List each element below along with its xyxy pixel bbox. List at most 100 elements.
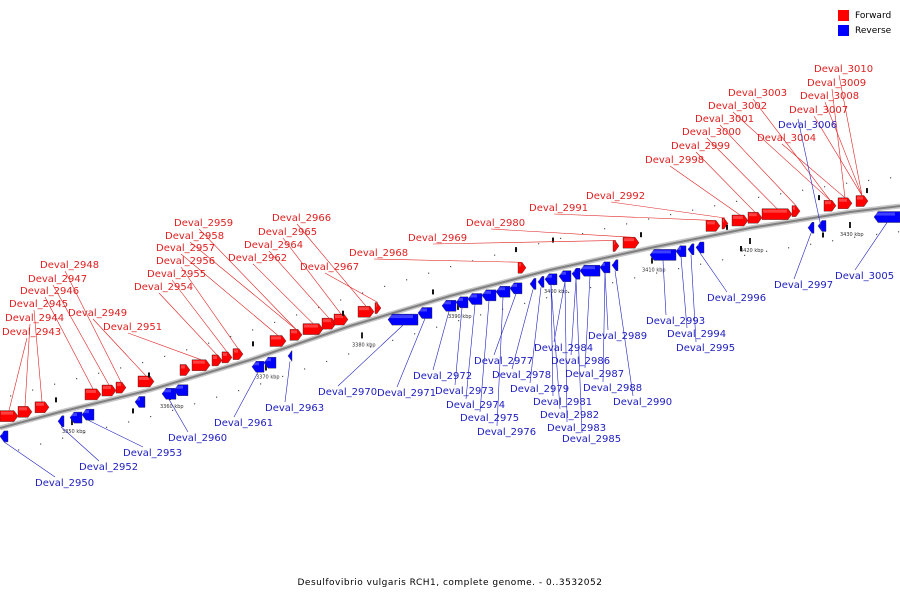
rail-dot — [10, 395, 12, 397]
rail-dot — [612, 282, 614, 284]
gene-highlight — [546, 274, 552, 278]
forward-leader-line — [732, 111, 831, 201]
reverse-gene-label: Deval_2973 — [435, 386, 494, 397]
forward-leader-line — [838, 74, 863, 196]
reverse-gene-label: Deval_2988 — [583, 383, 642, 394]
forward-leader-line — [324, 272, 379, 303]
rail-dot — [348, 353, 350, 355]
rail-mark — [740, 246, 742, 251]
scale-tick-label: 3420 kbp — [740, 248, 764, 254]
gene-highlight — [359, 307, 369, 311]
forward-gene — [837, 197, 853, 209]
rail-dot — [62, 437, 64, 439]
rail-dot — [252, 329, 254, 331]
rail-dot — [700, 263, 702, 265]
forward-gene-label: Deval_2992 — [586, 191, 645, 202]
rail-dot — [546, 297, 548, 299]
reverse-leader-line — [690, 254, 697, 343]
reverse-gene-label: Deval_2987 — [565, 369, 624, 380]
gene-arrow — [675, 245, 687, 257]
reverse-gene — [134, 396, 146, 408]
reverse-leader-line — [479, 300, 490, 413]
reverse-gene — [417, 307, 433, 319]
reverse-gene-label: Deval_2972 — [413, 371, 472, 382]
rail-dot — [524, 302, 526, 305]
reverse-gene — [387, 313, 419, 326]
gene-highlight — [19, 407, 27, 411]
gene-highlight — [531, 279, 532, 283]
forward-gene-label: Deval_2949 — [68, 308, 127, 319]
gene-arrow — [374, 302, 382, 314]
rail-dot — [370, 346, 372, 348]
reverse-gene-label: Deval_2953 — [123, 448, 182, 459]
gene-arrow — [161, 388, 177, 400]
gene-arrow — [495, 286, 511, 298]
gene-highlight — [323, 319, 331, 323]
forward-leader-line — [252, 263, 314, 324]
forward-gene-label: Deval_2968 — [349, 248, 408, 259]
forward-leader-line — [373, 258, 523, 263]
gene-highlight — [376, 303, 377, 307]
forward-gene-label: Deval_2943 — [2, 327, 61, 338]
rail-dot — [106, 426, 108, 428]
rail-dot — [32, 389, 34, 391]
rail-dot — [326, 360, 328, 363]
reverse-leader-line — [529, 287, 542, 384]
gene-highlight — [809, 223, 810, 227]
rail-dot — [626, 223, 628, 225]
forward-gene — [705, 220, 721, 232]
forward-gene — [211, 354, 223, 367]
rail-dot — [780, 193, 782, 195]
backbone-line — [0, 205, 900, 429]
reverse-leader-line — [233, 372, 259, 418]
gene-arrow — [84, 388, 102, 401]
reverse-leader-line — [496, 297, 504, 427]
forward-gene-label: Deval_2965 — [258, 227, 317, 238]
reverse-gene-label: Deval_2974 — [446, 400, 505, 411]
reverse-leader-line — [396, 318, 426, 388]
forward-leader-line — [669, 165, 741, 216]
forward-gene-label: Deval_2980 — [466, 218, 525, 229]
forward-gene — [333, 313, 349, 326]
rail-dot — [238, 390, 240, 392]
reverse-leader-line — [432, 311, 450, 371]
rail-dot — [648, 218, 650, 220]
rail-mark — [252, 341, 254, 347]
reverse-leader-line — [284, 361, 291, 403]
reverse-swatch — [838, 25, 849, 36]
reverse-gene-label: Deval_2995 — [676, 343, 735, 354]
reverse-leader-line — [168, 399, 189, 433]
forward-gene — [269, 335, 287, 347]
reverse-gene — [467, 293, 483, 305]
gene-arrow — [837, 197, 853, 209]
reverse-gene — [287, 349, 293, 363]
gene-highlight — [271, 336, 281, 340]
gene-highlight — [614, 241, 615, 245]
reverse-leader-line — [575, 279, 583, 434]
legend: Forward Reverse — [838, 8, 891, 38]
rail-dot — [384, 285, 386, 287]
gene-arrow — [579, 265, 601, 277]
forward-gene-label: Deval_3000 — [682, 127, 741, 138]
reverse-gene — [0, 430, 9, 443]
reverse-leader-line — [550, 284, 554, 397]
rail-dot — [480, 314, 482, 316]
gene-highlight — [677, 246, 681, 250]
forward-gene-label: Deval_2999 — [671, 141, 730, 152]
forward-leader-line — [831, 88, 846, 198]
rail-dot — [824, 186, 826, 188]
scale-tick-label: 3390 kbp — [448, 314, 472, 320]
gene-arrow — [571, 268, 581, 280]
gene-arrow — [455, 296, 469, 309]
reverse-leader-line — [793, 233, 812, 280]
forward-gene-label: Deval_2956 — [156, 256, 215, 267]
gene-highlight — [581, 266, 595, 270]
forward-gene — [374, 302, 382, 314]
rail-dot — [560, 237, 562, 239]
rail-dot — [98, 372, 100, 374]
rail-dot — [714, 205, 716, 207]
reverse-gene-label: Deval_2993 — [646, 316, 705, 327]
forward-gene — [612, 240, 620, 252]
rail-dot — [634, 277, 636, 279]
reverse-gene — [455, 296, 469, 309]
